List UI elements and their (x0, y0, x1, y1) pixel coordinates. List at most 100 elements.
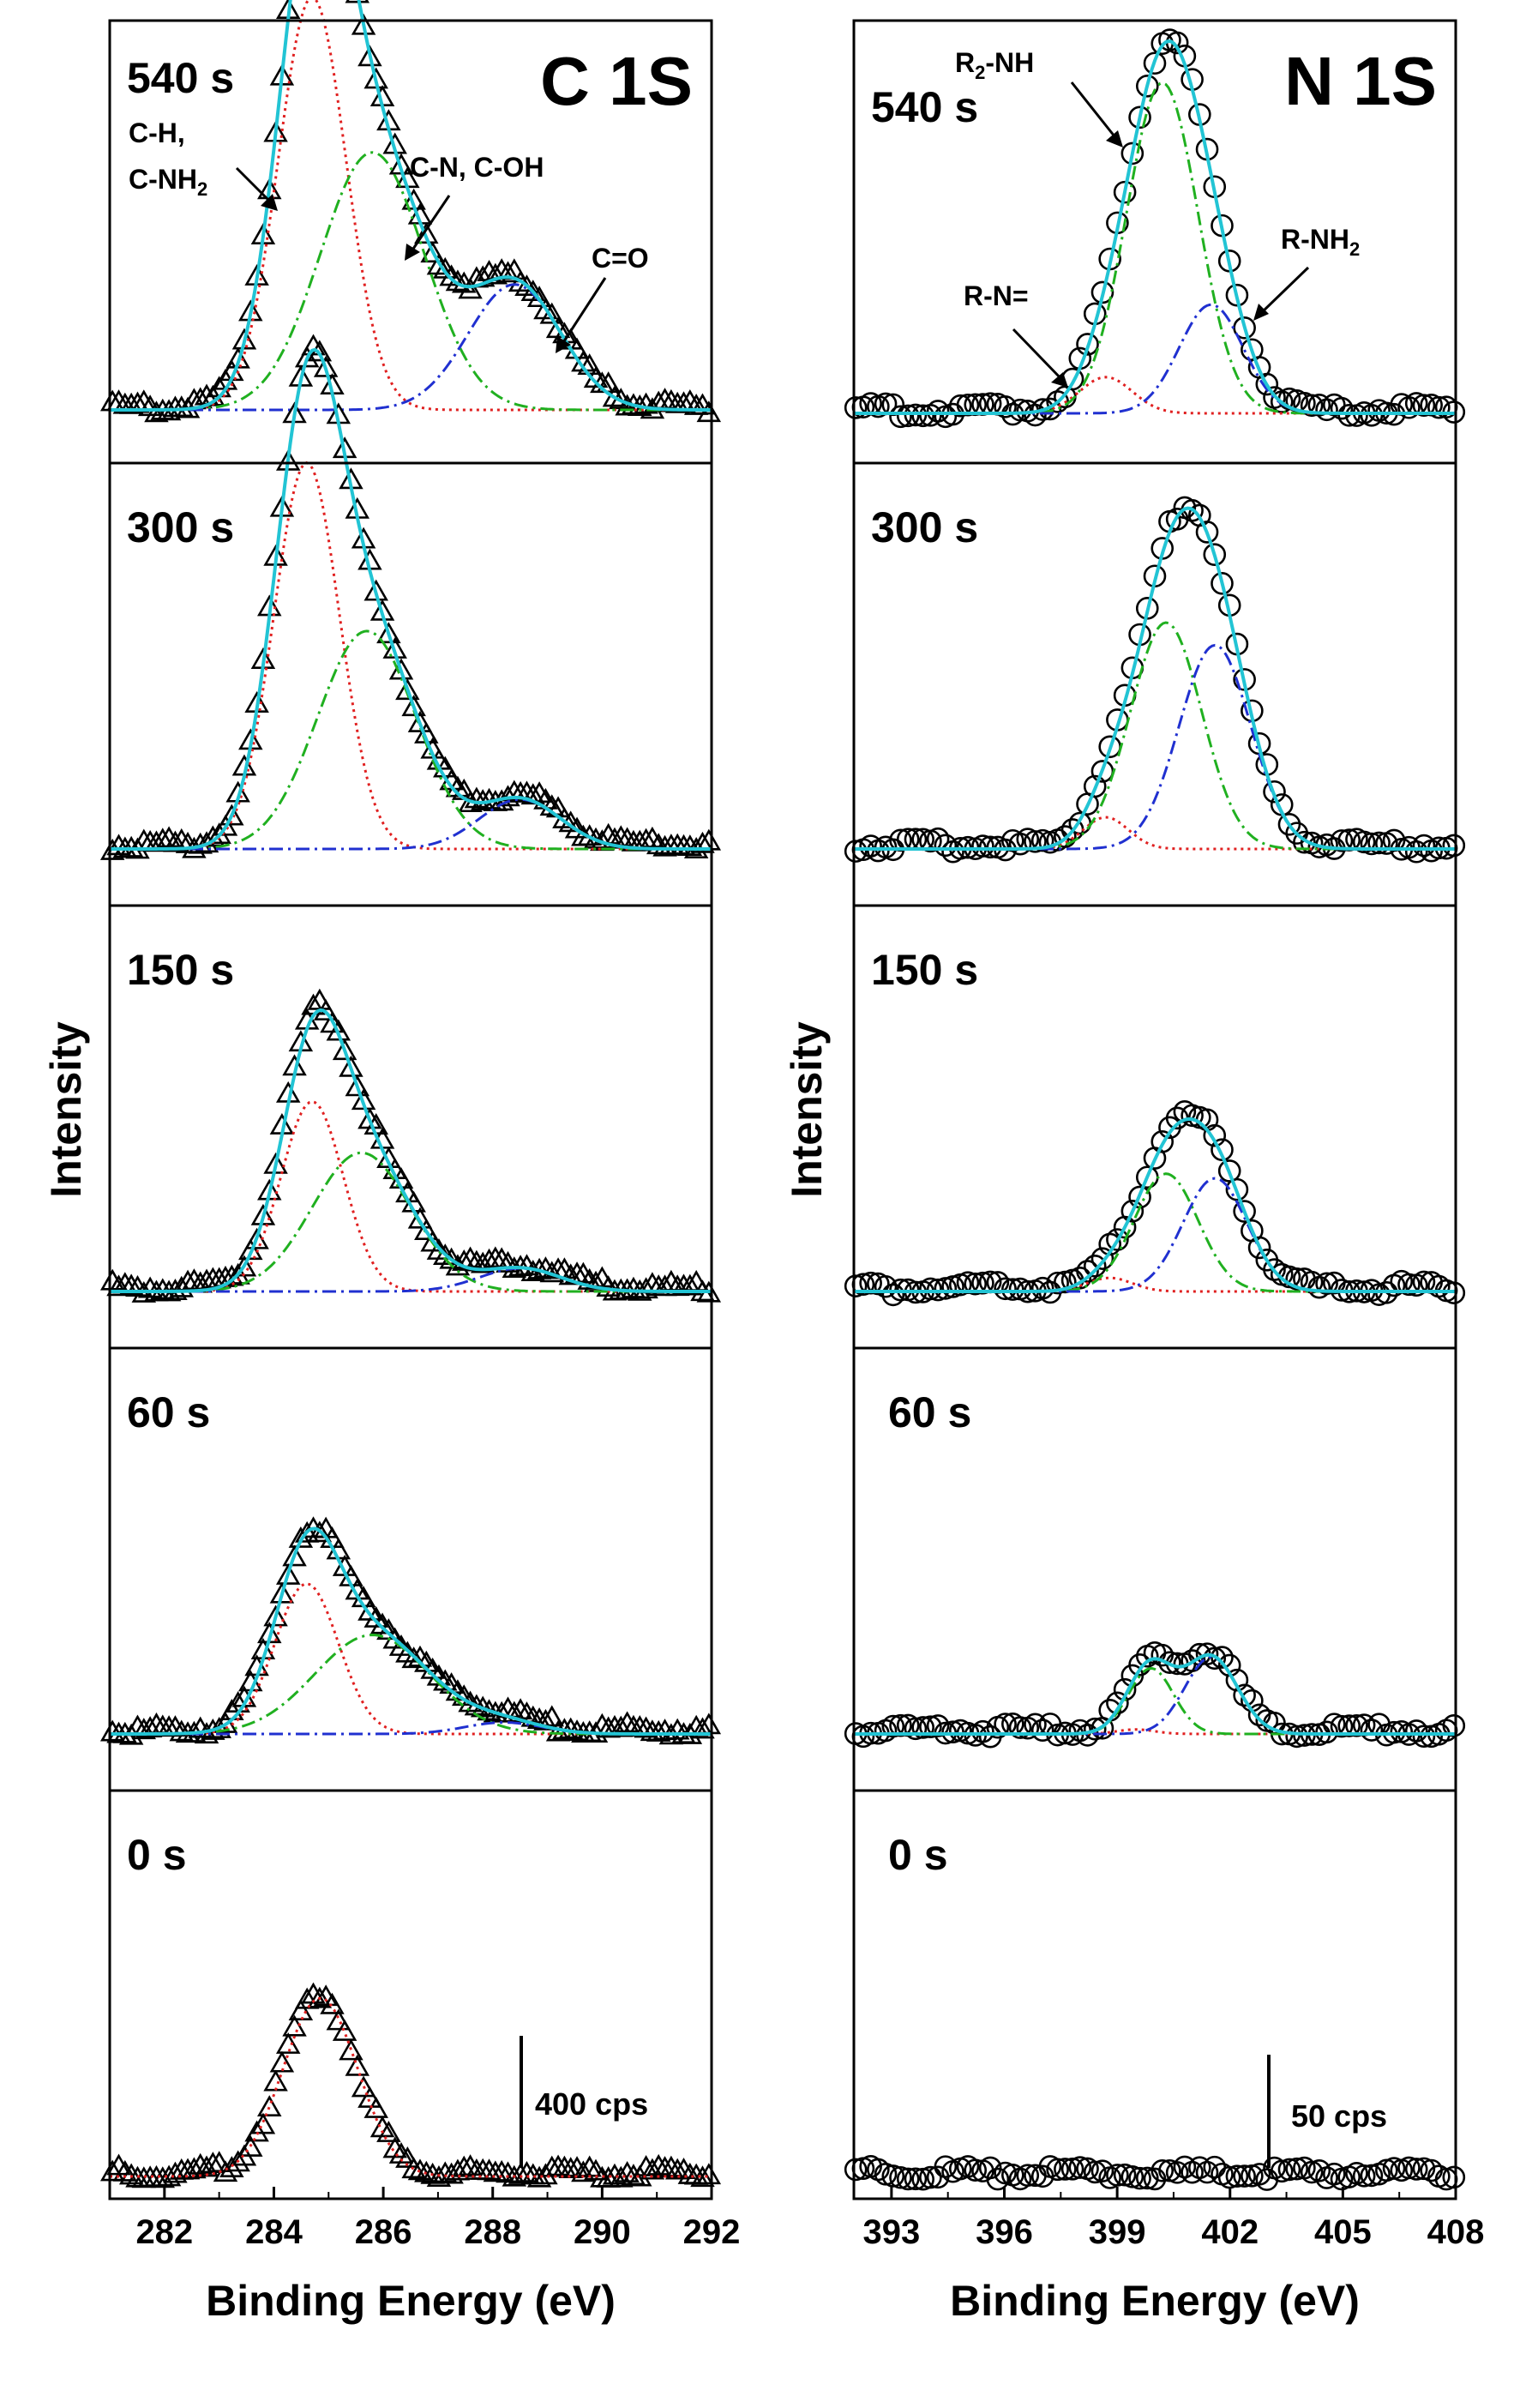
c1s-data-marker (496, 261, 520, 283)
c1s-data-marker (137, 1716, 163, 1737)
c1s-time-label-0: 0 s (127, 1831, 187, 1879)
annotation-ch: C-H, (129, 117, 185, 148)
c1s-data-marker (169, 1275, 194, 1297)
c1s-data-marker (634, 2154, 658, 2176)
c1s-component-1-60s (110, 1582, 712, 1736)
annotation-cn-coh: C-N, C-OH (410, 152, 544, 183)
n1s-data-marker (994, 1277, 1017, 1301)
c1s-data-marker (508, 2162, 533, 2184)
n1s-data-marker (1151, 2158, 1175, 2182)
c1s-data-marker (596, 1716, 621, 1738)
c1s-data-marker (690, 2165, 715, 2188)
c1s-component-2-150s (110, 1151, 712, 1293)
n1s-xtick-label-399: 399 (1089, 2213, 1146, 2251)
c1s-data-marker (345, 0, 370, 3)
n1s-data-marker (1195, 521, 1219, 544)
c1s-data-marker (420, 2162, 445, 2184)
n1s-y-axis-title: Intensity (783, 1021, 831, 1198)
n1s-data-marker (1442, 834, 1466, 858)
n1s-annotations: R2-NH R-N= R-NH2 (955, 47, 1360, 388)
n1s-data-marker (911, 1716, 934, 1739)
c1s-component-1-540s (110, 0, 712, 412)
n1s-fit-envelope-60s (854, 1652, 1456, 1736)
n1s-x-axis-title: Binding Energy (eV) (950, 2277, 1360, 2325)
n1s-data-marker (1008, 398, 1032, 422)
c1s-data-marker (250, 2112, 276, 2134)
annotation-r2nh-tail: -NH (985, 47, 1034, 78)
c1s-data-marker (458, 277, 483, 299)
c1s-data-marker (533, 1708, 558, 1731)
c1s-data-marker (345, 1075, 370, 1097)
c1s-time-label-540: 540 s (127, 54, 234, 102)
c1s-data-marker (414, 1219, 439, 1240)
c1s-data-marker (552, 2155, 577, 2177)
n1s-data-marker (1330, 396, 1354, 420)
n1s-data-marker (1024, 830, 1047, 853)
n1s-data-marker (1076, 333, 1099, 356)
n1s-data-marker (896, 404, 920, 428)
n1s-time-label-0: 0 s (888, 1831, 948, 1879)
c1s-data-marker (376, 622, 401, 644)
c1s-component-3-540s (110, 283, 712, 412)
n1s-data-marker (978, 2156, 1002, 2180)
n1s-data-marker (844, 396, 868, 419)
c1s-data-marker (188, 2152, 213, 2175)
c1s-data-marker (502, 780, 527, 802)
c1s-data-marker (219, 2156, 244, 2178)
n1s-data-marker (1277, 2158, 1301, 2182)
c1s-data-marker (558, 1263, 583, 1285)
c1s-data-marker (125, 391, 150, 413)
c1s-data-marker (690, 1717, 715, 1739)
c1s-data-marker (696, 400, 722, 423)
c1s-data-marker (571, 2160, 596, 2182)
n1s-data-marker (1397, 1273, 1421, 1297)
n1s-data-marker (1367, 1283, 1391, 1306)
n1s-data-marker (1158, 1651, 1181, 1674)
c1s-data-marker (118, 2163, 144, 2185)
n1s-data-marker (1233, 1200, 1256, 1223)
n1s-data-marker (1404, 840, 1428, 864)
n1s-data-marker (994, 395, 1017, 418)
n1s-data-marker (1106, 1228, 1129, 1251)
n1s-data-marker (889, 1713, 912, 1737)
n1s-data-marker (919, 1715, 942, 1738)
c1s-data-marker (282, 1544, 307, 1567)
annotation-rn-arrow (1012, 328, 1065, 382)
n1s-data-marker (1008, 1716, 1032, 1739)
c1s-data-marker (169, 1719, 194, 1742)
n1s-component-3-300s (854, 643, 1456, 851)
n1s-data-marker (971, 834, 994, 858)
n1s-data-marker (1203, 1123, 1227, 1147)
n1s-data-marker (1001, 1278, 1024, 1301)
n1s-data-marker (1434, 2167, 1458, 2191)
c1s-data-marker (502, 1701, 527, 1723)
n1s-data-marker (1076, 1260, 1099, 1283)
annotation-co: C=O (592, 243, 649, 274)
n1s-data-marker (1211, 1138, 1234, 1162)
n1s-data-marker (1412, 1725, 1436, 1748)
n1s-time-label-300: 300 s (871, 503, 978, 551)
c1s-data-marker (539, 794, 564, 816)
n1s-data-marker (1404, 1719, 1428, 1743)
n1s-data-marker (986, 2167, 1010, 2191)
c1s-data-marker (477, 2158, 502, 2181)
n1s-data-marker (971, 1719, 994, 1743)
c1s-fit-envelope-60s (110, 1526, 712, 1736)
n1s-data-marker (1030, 1719, 1054, 1742)
c1s-data-marker (269, 2050, 295, 2073)
n1s-data-marker (1135, 74, 1159, 98)
n1s-data-marker (1404, 2158, 1428, 2181)
n1s-data-marker (1360, 2164, 1384, 2188)
c1s-data-marker (602, 827, 628, 849)
annotation-cnh2-sub: 2 (197, 178, 207, 200)
c1s-data-marker (339, 2038, 363, 2061)
c1s-data-marker (407, 710, 433, 732)
n1s-data-marker (1143, 51, 1167, 75)
c1s-data-marker (690, 831, 715, 853)
c1s-annotations: C-H, C-NH2 C-N, C-OH C=O (129, 117, 649, 353)
c1s-data-marker (646, 1719, 671, 1742)
c1s-data-marker (213, 814, 238, 836)
n1s-data-marker (1225, 2164, 1249, 2188)
c1s-data-marker (351, 2075, 376, 2098)
n1s-fit-envelope-300s (854, 506, 1456, 851)
